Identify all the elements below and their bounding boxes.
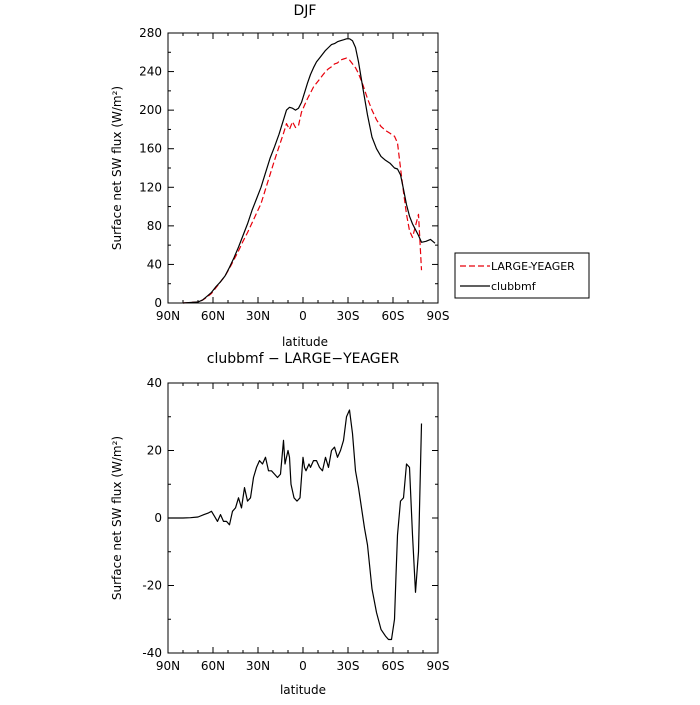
panel2-series-difference-line — [168, 409, 423, 641]
panel1-ytick-label: 80 — [147, 219, 162, 233]
panel2-ytick-label: 40 — [147, 376, 162, 390]
panel1-plot-area: 90N 60N 30N 0 30S 60S 90S 0 40 80 120 160 200 240 280 — [139, 26, 449, 323]
panel1-xlabel: latitude — [282, 335, 328, 349]
panel2-xtick-label: 30N — [246, 659, 270, 673]
panel2-xtick-label: 30S — [337, 659, 360, 673]
panel1-ytick-label: 240 — [139, 65, 162, 79]
panel2-ytick-label: 0 — [154, 511, 162, 525]
panel1-xtick-label: 30N — [246, 309, 270, 323]
panel1-ytick-label: 120 — [139, 180, 162, 194]
panel1-xtick-label: 90N — [156, 309, 180, 323]
panel1-series-clubbmf-line — [182, 38, 436, 304]
legend-label-large-yeager: LARGE-YEAGER — [491, 260, 575, 273]
panel1-ytick-label: 0 — [154, 296, 162, 310]
panel2-plot-area: 90N 60N 30N 0 30S 60S 90S -40 -20 0 20 40 — [142, 376, 449, 673]
panel2-xtick-label: 90S — [427, 659, 450, 673]
panel2-frame — [167, 382, 439, 654]
panel2-ylabel: Surface net SW flux (W/m²) — [110, 436, 124, 600]
panel2-xtick-label: 60N — [201, 659, 225, 673]
panel2-xtick-label: 0 — [299, 659, 307, 673]
panel2-xtick-label: 90N — [156, 659, 180, 673]
panel1-series-large-yeager-line — [182, 57, 423, 304]
panel1-ytick-label: 200 — [139, 103, 162, 117]
panel2-title: clubbmf − LARGE−YEAGER — [207, 351, 400, 367]
legend-box — [454, 252, 590, 299]
panel1-xtick-label: 30S — [337, 309, 360, 323]
panel1-xtick-label: 90S — [427, 309, 450, 323]
panel1-xtick-label: 60S — [382, 309, 405, 323]
panel1-ylabel: Surface net SW flux (W/m²) — [110, 86, 124, 250]
panel1-xtick-label: 0 — [299, 309, 307, 323]
panel1-ytick-label: 40 — [147, 257, 162, 271]
panel2-ytick-label: -40 — [142, 646, 162, 660]
panel2-xtick-label: 60S — [382, 659, 405, 673]
panel1-frame — [167, 32, 439, 304]
panel1-title: DJF — [294, 3, 317, 19]
panel1-ytick-label: 280 — [139, 26, 162, 40]
panel1-xtick-label: 60N — [201, 309, 225, 323]
panel1-ytick-label: 160 — [139, 142, 162, 156]
panel2-ytick-label: 20 — [147, 444, 162, 458]
panel1-legend: LARGE-YEAGER clubbmf — [454, 252, 590, 299]
legend-label-clubbmf: clubbmf — [491, 280, 537, 293]
panel2-xlabel: latitude — [280, 683, 326, 697]
panel2-ytick-label: -20 — [142, 579, 162, 593]
